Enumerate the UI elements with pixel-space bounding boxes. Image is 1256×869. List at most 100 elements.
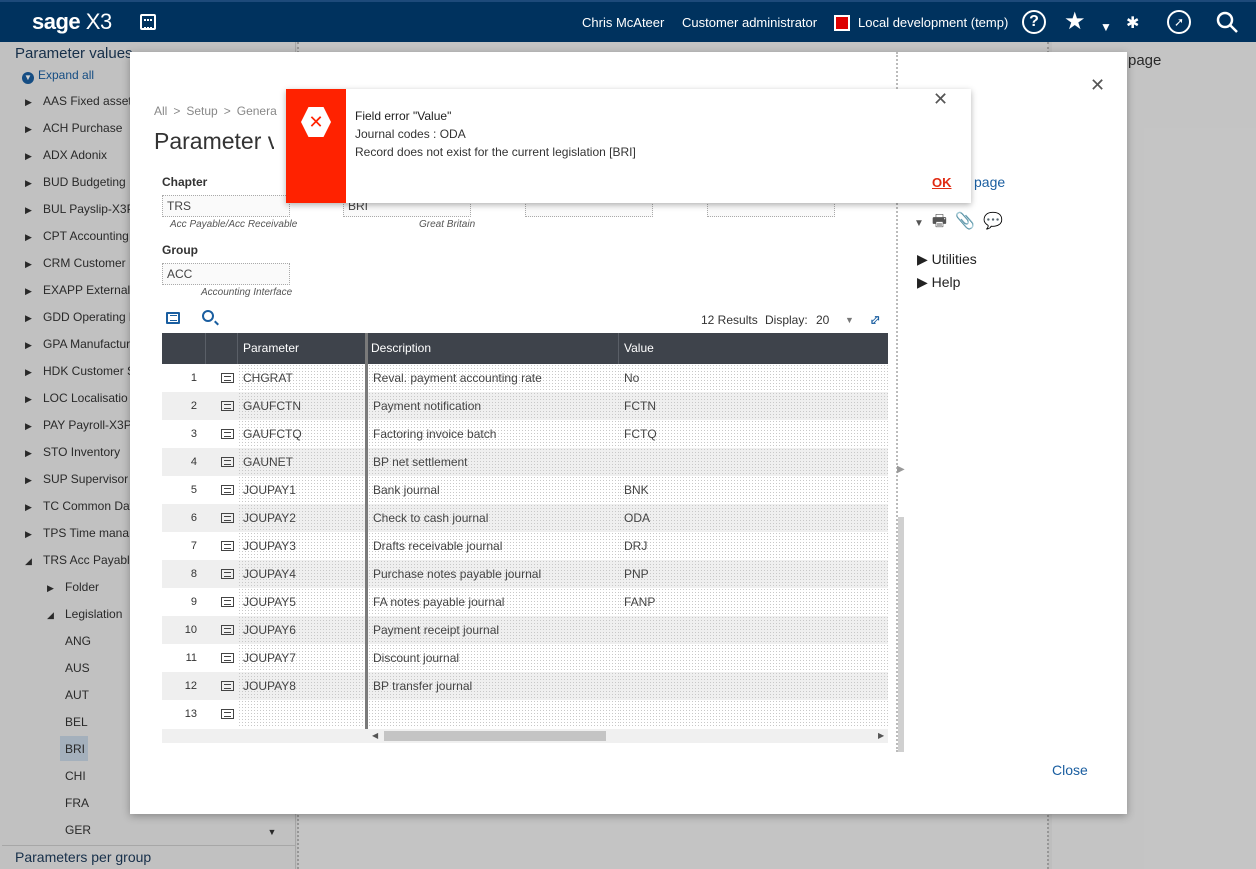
value-cell[interactable]: FCTN <box>619 392 888 420</box>
group-field[interactable]: ACC <box>162 263 290 285</box>
horizontal-scrollbar[interactable]: ◀ ▶ <box>162 729 888 743</box>
breadcrumb-item[interactable]: All <box>154 104 168 118</box>
value-cell[interactable]: PNP <box>619 560 888 588</box>
row-detail-icon[interactable] <box>221 597 234 607</box>
tree-item[interactable]: GDD Operating b <box>43 310 136 324</box>
parameter-cell[interactable]: JOUPAY7 <box>238 644 366 672</box>
expand-arrow-icon[interactable]: ▶ <box>25 313 32 323</box>
row-detail-icon[interactable] <box>221 709 234 719</box>
table-row[interactable]: 3 GAUFCTQ Factoring invoice batch FCTQ <box>162 420 888 448</box>
expand-arrow-icon[interactable]: ▶ <box>25 421 32 431</box>
description-cell[interactable]: Drafts receivable journal <box>368 532 619 560</box>
value-cell[interactable]: No <box>619 364 888 392</box>
parameter-cell[interactable]: JOUPAY4 <box>238 560 366 588</box>
tree-item[interactable]: CRM Customer F <box>43 256 137 270</box>
chapter-field[interactable]: TRS <box>162 195 290 217</box>
value-cell[interactable]: ODA <box>619 504 888 532</box>
expand-arrow-icon[interactable]: ▶ <box>25 124 32 134</box>
row-action-cell[interactable] <box>206 392 238 420</box>
table-row[interactable]: 1 CHGRAT Reval. payment accounting rate No <box>162 364 888 392</box>
legislation-item[interactable]: ANG <box>65 634 92 648</box>
parameter-cell[interactable]: JOUPAY6 <box>238 616 366 644</box>
row-detail-icon[interactable] <box>221 625 234 635</box>
tree-item[interactable]: BUD Budgeting <box>43 175 126 189</box>
expand-arrow-icon[interactable]: ▶ <box>25 259 32 269</box>
row-detail-icon[interactable] <box>221 373 234 383</box>
legislation-item[interactable]: BEL <box>65 715 88 729</box>
expand-all-button[interactable]: ▼ Expand all <box>22 68 94 84</box>
value-cell[interactable]: FANP <box>619 588 888 616</box>
utilities-section[interactable]: ▶ Utilities <box>917 251 977 267</box>
scroll-left-icon[interactable]: ◀ <box>372 731 379 740</box>
row-action-cell[interactable] <box>206 644 238 672</box>
column-header-description[interactable]: Description <box>366 333 619 364</box>
parameter-cell[interactable]: GAUNET <box>238 448 366 476</box>
expand-arrow-icon[interactable]: ▶ <box>25 448 32 458</box>
search-icon[interactable] <box>202 310 214 322</box>
environment-name[interactable]: Local development (temp) <box>858 15 1009 30</box>
calendar-icon[interactable] <box>140 14 156 30</box>
description-cell[interactable]: Factoring invoice batch <box>368 420 619 448</box>
table-row[interactable]: 5 JOUPAY1 Bank journal BNK <box>162 476 888 504</box>
value-cell[interactable]: FCTQ <box>619 420 888 448</box>
expand-arrow-icon[interactable]: ▶ <box>25 97 32 107</box>
expand-arrow-icon[interactable]: ▶ <box>25 340 32 350</box>
description-cell[interactable]: Purchase notes payable journal <box>368 560 619 588</box>
display-count-select[interactable]: 20 <box>816 313 830 327</box>
splitter-arrow-icon[interactable]: ▶ <box>897 464 905 475</box>
tree-item[interactable]: EXAPP External <box>43 283 131 297</box>
scrollbar-thumb[interactable] <box>384 731 606 741</box>
parameter-cell[interactable] <box>238 700 366 728</box>
column-header-value[interactable]: Value <box>624 341 654 355</box>
table-row[interactable]: 10 JOUPAY6 Payment receipt journal <box>162 616 888 644</box>
tree-item[interactable]: STO Inventory <box>43 445 121 459</box>
row-detail-icon[interactable] <box>221 569 234 579</box>
description-cell[interactable]: BP net settlement <box>368 448 619 476</box>
expand-arrow-icon[interactable]: ▶ <box>25 367 32 377</box>
close-button[interactable]: Close <box>1052 762 1088 778</box>
favorites-dropdown-icon[interactable]: ▼ <box>1100 20 1112 34</box>
expand-arrow-icon[interactable]: ▶ <box>25 502 32 512</box>
row-action-cell[interactable] <box>206 616 238 644</box>
collapse-arrow-icon[interactable]: ◢ <box>25 556 32 566</box>
vertical-scrollbar[interactable] <box>898 517 904 752</box>
parameter-cell[interactable]: JOUPAY2 <box>238 504 366 532</box>
expand-arrow-icon[interactable]: ▶ <box>25 286 32 296</box>
row-detail-icon[interactable] <box>221 513 234 523</box>
compass-icon[interactable]: ➚ <box>1167 10 1191 34</box>
row-detail-icon[interactable] <box>221 681 234 691</box>
tree-item[interactable]: AAS Fixed asset <box>43 94 132 108</box>
table-row[interactable]: 6 JOUPAY2 Check to cash journal ODA <box>162 504 888 532</box>
parameter-cell[interactable]: JOUPAY1 <box>238 476 366 504</box>
expand-arrow-icon[interactable]: ▶ <box>25 394 32 404</box>
parameters-per-group-section[interactable]: Parameters per group <box>15 849 152 865</box>
description-cell[interactable] <box>368 700 619 728</box>
description-cell[interactable]: Bank journal <box>368 476 619 504</box>
dropdown-icon[interactable]: ▼ <box>914 218 924 229</box>
comment-icon[interactable]: 💬 <box>982 213 1003 230</box>
parameter-cell[interactable]: JOUPAY3 <box>238 532 366 560</box>
expand-arrow-icon[interactable]: ▶ <box>25 232 32 242</box>
parameter-cell[interactable]: JOUPAY8 <box>238 672 366 700</box>
table-row[interactable]: 2 GAUFCTN Payment notification FCTN <box>162 392 888 420</box>
value-cell[interactable]: BNK <box>619 476 888 504</box>
tree-item[interactable]: TRS Acc Payable <box>43 553 137 567</box>
user-role[interactable]: Customer administrator <box>682 15 818 30</box>
value-cell[interactable] <box>619 644 888 672</box>
row-action-cell[interactable] <box>206 588 238 616</box>
ok-button[interactable]: OK <box>932 175 952 190</box>
value-cell[interactable] <box>619 672 888 700</box>
search-icon[interactable] <box>1215 10 1239 39</box>
row-action-cell[interactable] <box>206 700 238 728</box>
help-section[interactable]: ▶ Help <box>917 274 961 290</box>
collapse-arrow-icon[interactable]: ◢ <box>47 610 54 620</box>
row-detail-icon[interactable] <box>221 401 234 411</box>
description-cell[interactable]: Reval. payment accounting rate <box>368 364 619 392</box>
row-action-cell[interactable] <box>206 364 238 392</box>
table-row[interactable]: 11 JOUPAY7 Discount journal <box>162 644 888 672</box>
row-detail-icon[interactable] <box>221 429 234 439</box>
expand-arrow-icon[interactable]: ▶ <box>25 529 32 539</box>
legislation-item[interactable]: AUS <box>65 661 90 675</box>
row-detail-icon[interactable] <box>221 485 234 495</box>
page-link[interactable]: page <box>974 174 1006 190</box>
